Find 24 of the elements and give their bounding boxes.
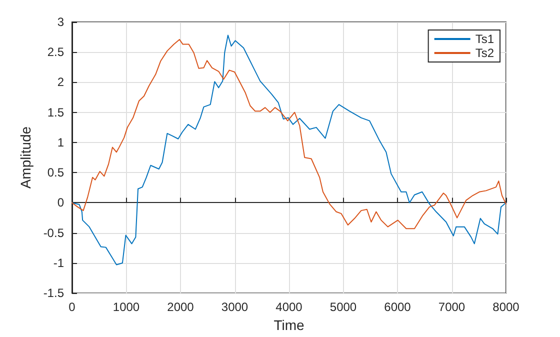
y-tick-label: 1.5 bbox=[47, 105, 64, 120]
y-tick-label: 2 bbox=[57, 75, 64, 90]
y-tick-label: 1 bbox=[57, 135, 64, 150]
y-tick-label: -1.5 bbox=[43, 286, 64, 300]
x-tick-label: 7000 bbox=[438, 300, 466, 314]
y-tick-label: 2.5 bbox=[47, 45, 64, 60]
line-series bbox=[72, 34, 506, 266]
x-tick-label: 2000 bbox=[167, 300, 194, 314]
y-tick-label: -1 bbox=[53, 256, 64, 270]
y-tick-label: 0 bbox=[57, 196, 64, 210]
x-tick-label: 6000 bbox=[384, 300, 412, 314]
x-tick-label: 1000 bbox=[112, 300, 140, 314]
y-axis-title: Amplitude bbox=[17, 126, 34, 189]
legend-label: Ts2 bbox=[475, 46, 494, 60]
y-tick-label: -0.5 bbox=[43, 226, 64, 240]
y-tick-label: 3 bbox=[57, 15, 64, 29]
x-tick-label: 8000 bbox=[492, 300, 520, 314]
x-tick-label: 0 bbox=[68, 300, 76, 314]
x-tick-label: 3000 bbox=[221, 300, 248, 314]
x-axis-title: Time bbox=[274, 317, 305, 333]
x-tick-label: 4000 bbox=[276, 300, 303, 314]
y-tick-label: 0.5 bbox=[47, 166, 64, 180]
legend-label: Ts1 bbox=[475, 32, 494, 46]
x-tick-label: 5000 bbox=[330, 300, 357, 314]
